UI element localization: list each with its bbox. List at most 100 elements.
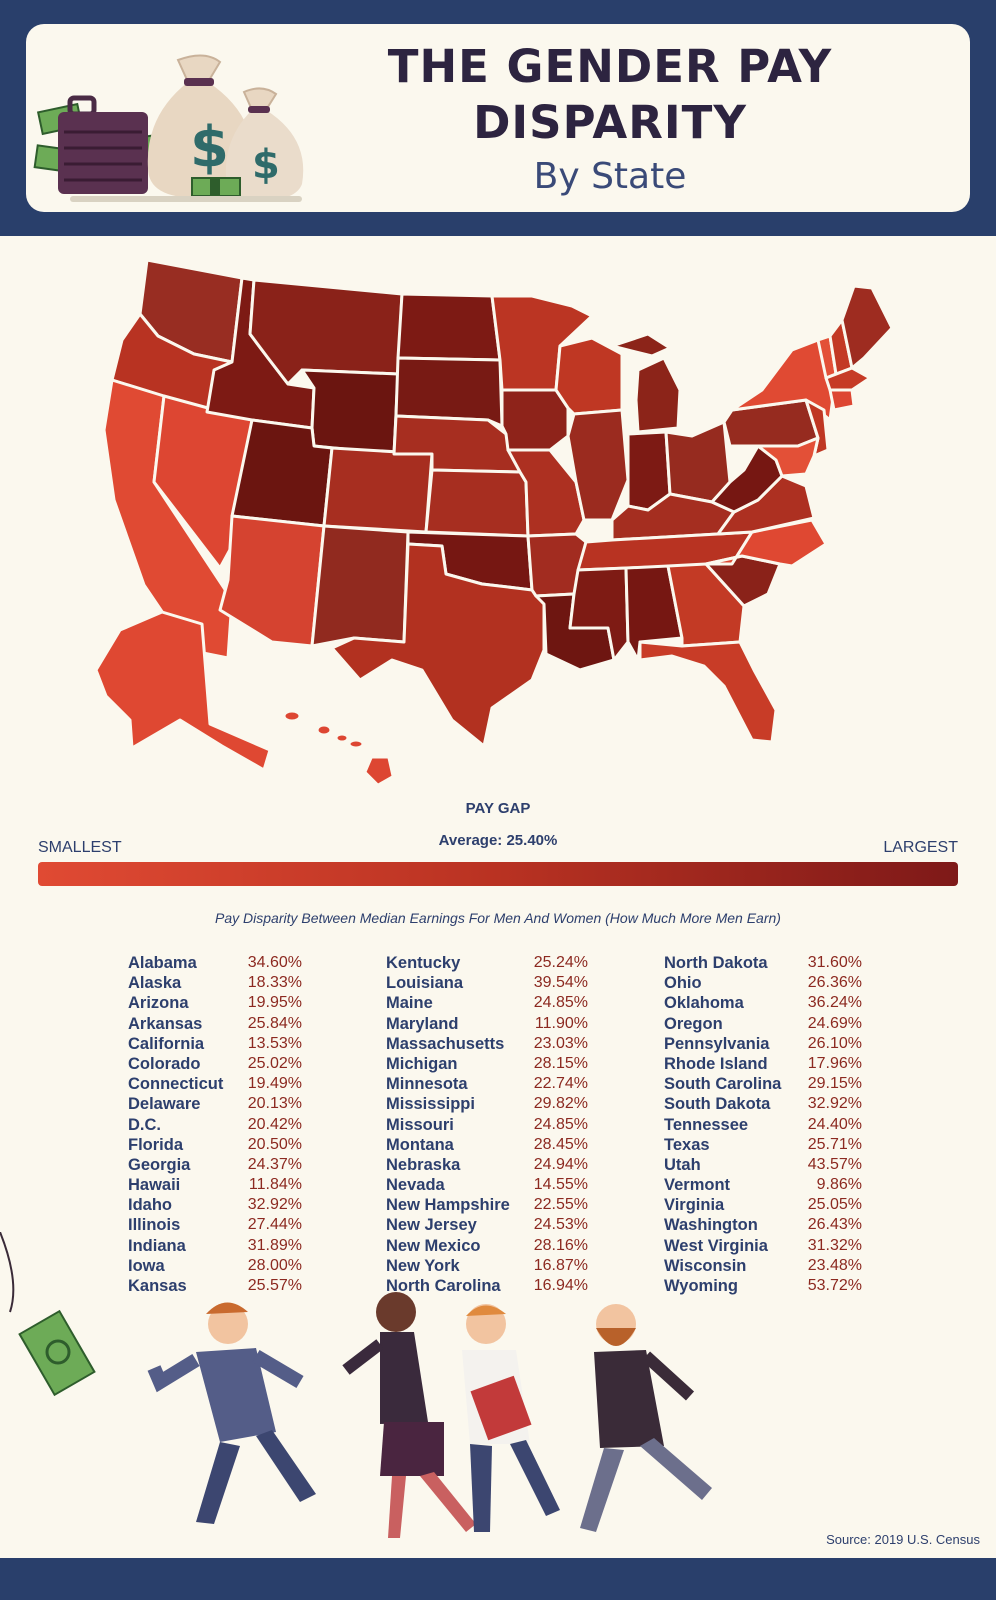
state-hawaii [284, 711, 393, 785]
state-michigan [610, 332, 682, 434]
pay-gap-value: 24.40% [807, 1115, 862, 1133]
pay-gap-value: 25.84% [247, 1014, 302, 1032]
businessman-2 [462, 1304, 560, 1532]
state-name: Wyoming [664, 1277, 738, 1295]
state-name: Virginia [664, 1196, 725, 1215]
state-new-mexico [310, 524, 410, 648]
state-name: Maine [386, 994, 433, 1013]
state-name: Louisiana [386, 974, 464, 993]
pay-gap-value: 20.50% [247, 1135, 302, 1153]
legend-largest-label: LARGEST [883, 839, 958, 856]
pay-gap-value: 25.05% [807, 1196, 862, 1214]
state-name: Kentucky [386, 954, 461, 972]
pay-gap-value: 29.15% [807, 1075, 862, 1093]
footer-band [0, 1558, 996, 1600]
pay-gap-value: 28.15% [533, 1054, 588, 1072]
us-choropleth-map [94, 258, 894, 785]
state-name: Ohio [664, 974, 702, 993]
state-name: Montana [386, 1135, 454, 1154]
pay-gap-value: 24.69% [807, 1014, 862, 1032]
pay-gap-value: 31.32% [807, 1236, 862, 1254]
pay-gap-value: 25.02% [247, 1054, 302, 1072]
businessman-3 [580, 1304, 712, 1532]
state-name: Alaska [128, 974, 182, 993]
state-name: D.C. [128, 1115, 161, 1134]
pay-gap-value: 26.10% [807, 1034, 862, 1052]
state-name: Tennessee [664, 1115, 749, 1134]
state-wyoming [300, 368, 400, 456]
pay-gap-value: 17.96% [807, 1054, 862, 1072]
state-name: North Carolina [386, 1277, 501, 1295]
pay-gap-value: 19.49% [247, 1075, 302, 1093]
running-people-illustration [0, 1232, 712, 1538]
pay-gap-value: 39.54% [533, 974, 588, 992]
pay-gap-value: 31.60% [807, 954, 862, 971]
state-name: Connecticut [128, 1075, 224, 1094]
pay-gap-value: 31.89% [247, 1236, 302, 1254]
briefcase-icon [58, 95, 148, 194]
pay-gap-value: 23.03% [533, 1034, 588, 1052]
pay-gap-value: 25.24% [533, 954, 588, 971]
state-name: New Jersey [386, 1216, 477, 1235]
state-iowa [500, 388, 570, 452]
state-name: New Hampshire [386, 1196, 510, 1215]
state-name: Florida [128, 1135, 184, 1154]
pay-gap-value: 25.71% [807, 1135, 862, 1153]
table-caption: Pay Disparity Between Median Earnings Fo… [215, 910, 781, 926]
page-title-line-2: DISPARITY [473, 96, 747, 149]
state-name: Utah [664, 1155, 701, 1174]
pay-gap-value: 24.85% [533, 994, 588, 1012]
pay-gap-value: 11.84% [248, 1176, 302, 1194]
state-name: Oregon [664, 1014, 723, 1033]
pay-gap-value: 22.55% [533, 1196, 588, 1214]
pay-gap-value: 28.16% [533, 1236, 588, 1254]
state-massachusetts [824, 366, 872, 392]
legend-color-scale [38, 862, 958, 886]
state-illinois [566, 408, 630, 522]
state-name: Minnesota [386, 1075, 468, 1094]
state-connecticut [828, 388, 856, 412]
state-texas [330, 542, 546, 748]
pay-gap-value: 34.60% [247, 954, 302, 971]
pay-gap-value: 24.53% [533, 1216, 588, 1234]
state-name: Idaho [128, 1196, 172, 1215]
state-name: Washington [664, 1216, 758, 1235]
state-name: Pennsylvania [664, 1034, 770, 1053]
legend-title: PAY GAP [465, 800, 531, 817]
pay-gap-value: 24.37% [247, 1155, 302, 1173]
state-colorado [322, 446, 434, 534]
state-name: Iowa [128, 1256, 165, 1275]
businessman-1 [147, 1302, 316, 1524]
state-kansas [424, 468, 530, 538]
state-name: Vermont [664, 1176, 731, 1195]
state-new-jersey [804, 398, 830, 458]
state-name: Colorado [128, 1054, 201, 1073]
pay-gap-value: 24.85% [533, 1115, 588, 1133]
pay-gap-value: 29.82% [533, 1095, 588, 1113]
state-name: Massachusetts [386, 1034, 505, 1053]
state-name: Hawaii [128, 1176, 181, 1195]
state-florida [638, 640, 778, 744]
state-alaska [94, 610, 272, 772]
pay-gap-value: 32.92% [807, 1095, 862, 1113]
state-arizona [218, 514, 326, 648]
page-subtitle: By State [533, 156, 687, 197]
source-note: Source: 2019 U.S. Census [826, 1532, 980, 1547]
svg-text:$: $ [190, 115, 229, 180]
state-ohio [664, 420, 732, 504]
pay-gap-value: 25.57% [247, 1277, 302, 1294]
state-maine [840, 284, 894, 370]
pay-gap-value: 32.92% [247, 1196, 302, 1214]
state-name: Missouri [386, 1115, 454, 1134]
state-name: Kansas [128, 1277, 187, 1295]
state-wisconsin [554, 336, 624, 416]
state-name: New York [386, 1256, 460, 1275]
state-name: Arizona [128, 994, 189, 1013]
pay-gap-value: 22.74% [533, 1075, 588, 1093]
state-name: Oklahoma [664, 994, 744, 1013]
legend-average: Average: 25.40% [438, 832, 558, 849]
state-name: Nebraska [386, 1155, 461, 1174]
state-name: Michigan [386, 1054, 458, 1073]
state-name: Indiana [128, 1236, 186, 1255]
pay-gap-value: 9.86% [816, 1176, 862, 1194]
